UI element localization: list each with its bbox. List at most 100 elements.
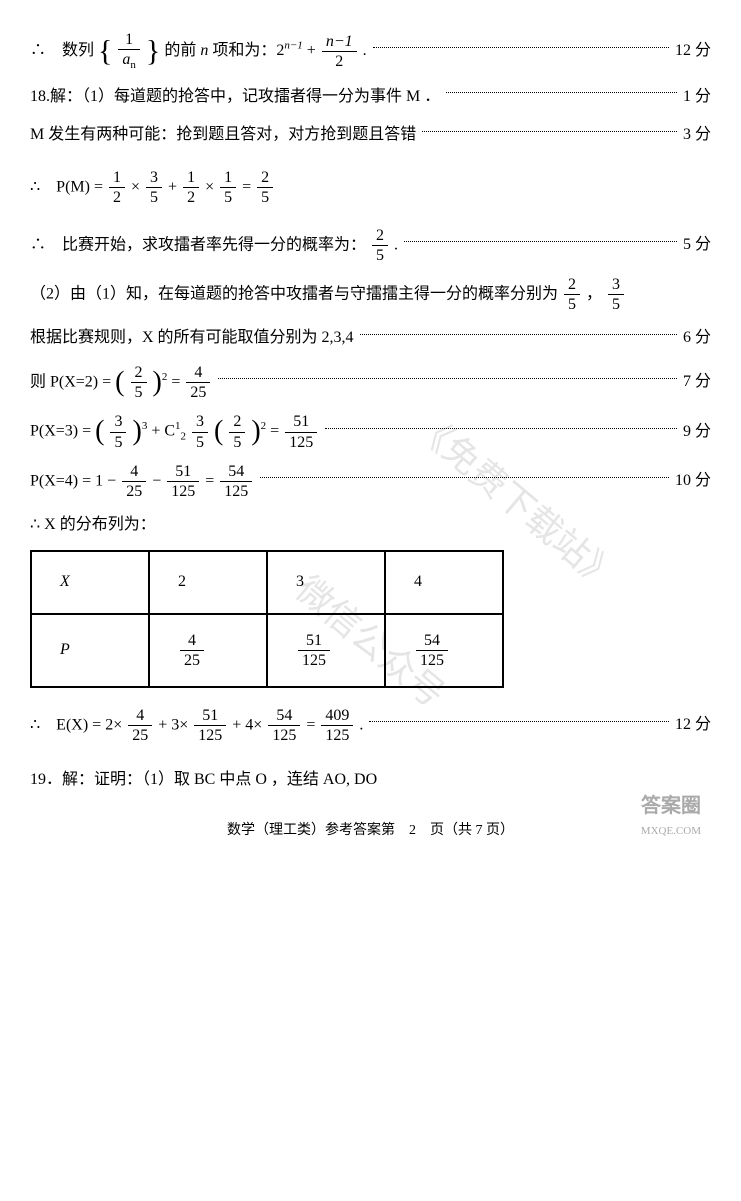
text: + C [151, 423, 175, 440]
leader-dots [373, 47, 669, 48]
watermark-logo-sub: MXQE.COM [641, 822, 701, 842]
text: = [171, 373, 184, 390]
denominator: 25 [122, 482, 146, 501]
denominator: 125 [167, 482, 199, 501]
numerator: 51 [167, 462, 199, 482]
score: 9 分 [683, 418, 711, 447]
table-cell: 4 [385, 551, 503, 614]
exponent: n−1 [284, 40, 302, 52]
numerator: 4 [122, 462, 146, 482]
numerator: 4 [128, 706, 152, 726]
leader-dots [446, 92, 677, 93]
numerator: 3 [192, 412, 208, 432]
text: + 4× [232, 717, 262, 734]
numerator: 2 [229, 412, 245, 432]
exponent: 3 [142, 420, 148, 432]
score: 7 分 [683, 368, 711, 397]
text: ∴ E(X) = 2× [30, 717, 122, 734]
paren-left-icon: ( [95, 416, 104, 447]
numerator: 51 [194, 706, 226, 726]
solution-line: ∴ P(M) = 12 × 35 + 12 × 15 = 25 [30, 168, 711, 207]
solution-line: 18.解：（1）每道题的抢答中，记攻擂者得一分为事件 M ． 1 分 [30, 83, 711, 112]
denominator: 2 [322, 52, 357, 71]
denominator: an [118, 50, 140, 72]
fraction: 51125 [167, 462, 199, 501]
denominator: 5 [608, 295, 624, 314]
numerator: 51 [298, 631, 330, 651]
numerator: 1 [109, 168, 125, 188]
fraction: 25 [564, 275, 580, 314]
leader-dots [422, 131, 677, 132]
text: M 发生有两种可能：抢到题且答对，对方抢到题且答错 [30, 121, 416, 150]
text: × [131, 179, 140, 196]
denominator: 125 [298, 651, 330, 670]
fraction: 1 an [118, 30, 140, 73]
denominator: 5 [564, 295, 580, 314]
denominator: 125 [285, 433, 317, 452]
denominator: 2 [183, 188, 199, 207]
fraction: 425 [186, 363, 210, 402]
text: 19．解：证明：（1）取 BC 中点 O ，连结 AO, DO [30, 766, 377, 795]
fraction: 54125 [220, 462, 252, 501]
solution-line: ∴ E(X) = 2× 425 + 3× 51125 + 4× 54125 = … [30, 706, 711, 745]
leader-dots [260, 477, 669, 478]
denominator: 5 [131, 383, 147, 402]
text: + 3× [158, 717, 188, 734]
numerator: 51 [285, 412, 317, 432]
exponent: 2 [162, 371, 168, 383]
text: + [168, 179, 177, 196]
fraction: 35 [146, 168, 162, 207]
fraction: n−1 2 [322, 32, 357, 71]
text: ∴ P(M) = 12 × 35 + 12 × 15 = 25 [30, 168, 275, 207]
text: P(X=3) = [30, 423, 95, 440]
fraction: 25 [229, 412, 245, 451]
score: 12 分 [675, 37, 711, 66]
fraction: 51125 [285, 412, 317, 451]
numerator: n−1 [322, 32, 357, 52]
fraction: 35 [608, 275, 624, 314]
table-cell: 54125 [385, 614, 503, 687]
text: = [306, 717, 319, 734]
paren-left-icon: ( [214, 416, 223, 447]
table-cell: 2 [149, 551, 267, 614]
numerator: 54 [220, 462, 252, 482]
var: P [60, 641, 70, 658]
fraction: 425 [128, 706, 152, 745]
text: = [242, 179, 251, 196]
fraction: 54125 [416, 631, 448, 670]
solution-line: （2）由（1）知，在每道题的抢答中攻擂者与守擂擂主得一分的概率分别为 25 ， … [30, 275, 711, 314]
leader-dots [369, 721, 669, 722]
distribution-table: X 2 3 4 P 425 51125 54125 [30, 550, 504, 688]
fraction: 425 [122, 462, 146, 501]
solution-line: P(X=3) = ( 35 )3 + C12 35 ( 25 )2 = 5112… [30, 412, 711, 451]
text: 的前 [164, 42, 200, 59]
text: . [363, 42, 367, 59]
solution-line: 19．解：证明：（1）取 BC 中点 O ，连结 AO, DO [30, 766, 711, 795]
text: ∴ 比赛开始，求攻擂者率先得一分的概率为： 25 . [30, 226, 398, 265]
paren-left-icon: ( [115, 367, 124, 398]
paren-right-icon: ) [132, 416, 141, 447]
text: − [152, 472, 165, 489]
numerator: 2 [257, 168, 273, 188]
denominator: 125 [268, 726, 300, 745]
text: P(X=4) = 1 − [30, 472, 120, 489]
text: 项和为：2 [208, 42, 284, 59]
fraction: 35 [110, 412, 126, 451]
denominator: 125 [194, 726, 226, 745]
numerator: 1 [183, 168, 199, 188]
text: 根据比赛规则，X 的所有可能取值分别为 2,3,4 [30, 324, 354, 353]
denominator: 25 [128, 726, 152, 745]
watermark-logo: 答案圈 [641, 788, 701, 824]
fraction: 25 [257, 168, 273, 207]
table-cell: 51125 [267, 614, 385, 687]
denominator: 5 [192, 433, 208, 452]
page-footer: 数学（理工类）参考答案第 2 页（共 7 页） [30, 818, 711, 843]
score: 10 分 [675, 467, 711, 496]
exponent: 2 [261, 420, 267, 432]
subscript: 2 [181, 431, 187, 443]
solution-line: ∴ 数列 { 1 an } 的前 n 项和为：2n−1 + n−1 2 . 12… [30, 30, 711, 73]
text: （2）由（1）知，在每道题的抢答中攻擂者与守擂擂主得一分的概率分别为 [30, 285, 562, 302]
score: 1 分 [683, 83, 711, 112]
fraction: 51125 [194, 706, 226, 745]
fraction: 51125 [298, 631, 330, 670]
